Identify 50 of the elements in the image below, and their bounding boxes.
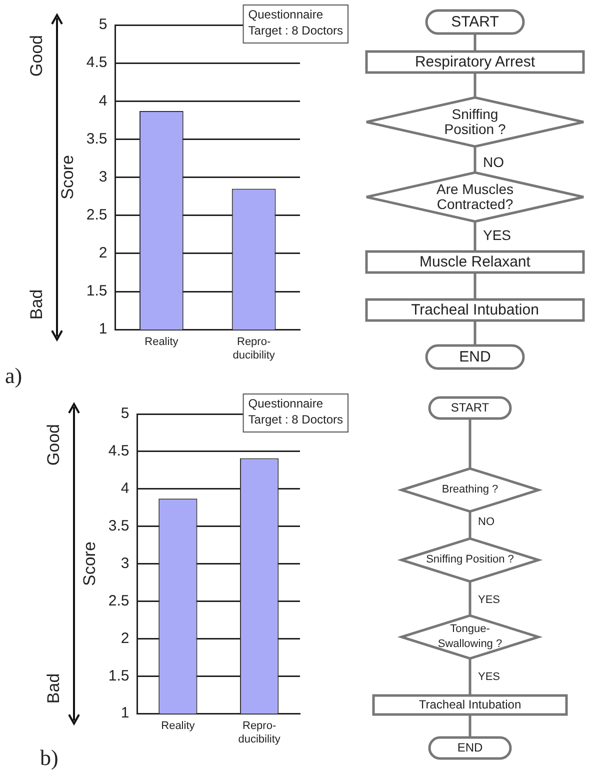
y-tick-label: 3.5	[86, 130, 108, 148]
text: Bad	[26, 289, 46, 320]
text: Tongue- Swallowing ?	[438, 622, 502, 652]
y-tick-label: 3.5	[108, 517, 130, 534]
text: NO	[483, 154, 504, 170]
y-tick-label: 2	[120, 630, 130, 647]
y-tick-label: 4	[120, 480, 130, 498]
text: END	[457, 740, 483, 756]
text: START	[451, 14, 499, 30]
text: Tracheal Intubation	[418, 698, 522, 712]
text: Breathing ?	[442, 482, 498, 498]
text: Good	[44, 424, 63, 466]
text: YES	[478, 594, 500, 606]
x-tick-label: Repro- ducibility	[232, 336, 276, 362]
y-axis-title: Score	[80, 542, 99, 586]
x-tick-label: Reality	[161, 720, 196, 732]
y-tick-label: 1	[120, 704, 130, 722]
text: YES	[478, 671, 500, 683]
x-tick-label: Reality	[144, 336, 179, 348]
text: a)	[5, 362, 22, 388]
y-tick-label: 3	[98, 168, 108, 186]
text: Good	[26, 35, 46, 77]
y-tick-label: 2	[98, 244, 108, 262]
text: END	[459, 348, 491, 366]
text: YES	[483, 227, 512, 243]
y-tick-label: 5	[120, 405, 130, 422]
y-tick-label: 3	[120, 554, 130, 572]
text: Bad	[44, 673, 63, 704]
text: b)	[40, 744, 58, 770]
y-tick-label: 4	[98, 92, 108, 110]
y-tick-label: 4.5	[86, 54, 108, 72]
y-tick-label: 1	[98, 320, 108, 338]
y-tick-label: 1.5	[86, 282, 108, 300]
y-axis-title: Score	[58, 155, 77, 200]
text: START	[450, 400, 490, 416]
text: NO	[478, 516, 494, 528]
y-tick-label: 2.5	[108, 592, 130, 610]
y-tick-label: 2.5	[86, 206, 108, 224]
x-tick-label: Repro- ducibility	[238, 720, 281, 746]
annotation: Questionnaire Target : 8 Doctors	[248, 396, 344, 426]
y-tick-label: 5	[98, 16, 108, 34]
text: Tracheal Intubation	[411, 302, 539, 318]
text: Sniffing Position ?	[426, 552, 514, 568]
annotation: Questionnaire Target : 8 Doctors	[248, 7, 344, 38]
y-tick-label: 1.5	[108, 667, 130, 684]
text: Sniffing Position ?	[444, 106, 506, 137]
y-tick-label: 4.5	[108, 442, 130, 460]
text: Muscle Relaxant	[420, 254, 530, 270]
text: Are Muscles Contracted?	[436, 181, 514, 212]
text: Respiratory Arrest	[414, 54, 536, 70]
